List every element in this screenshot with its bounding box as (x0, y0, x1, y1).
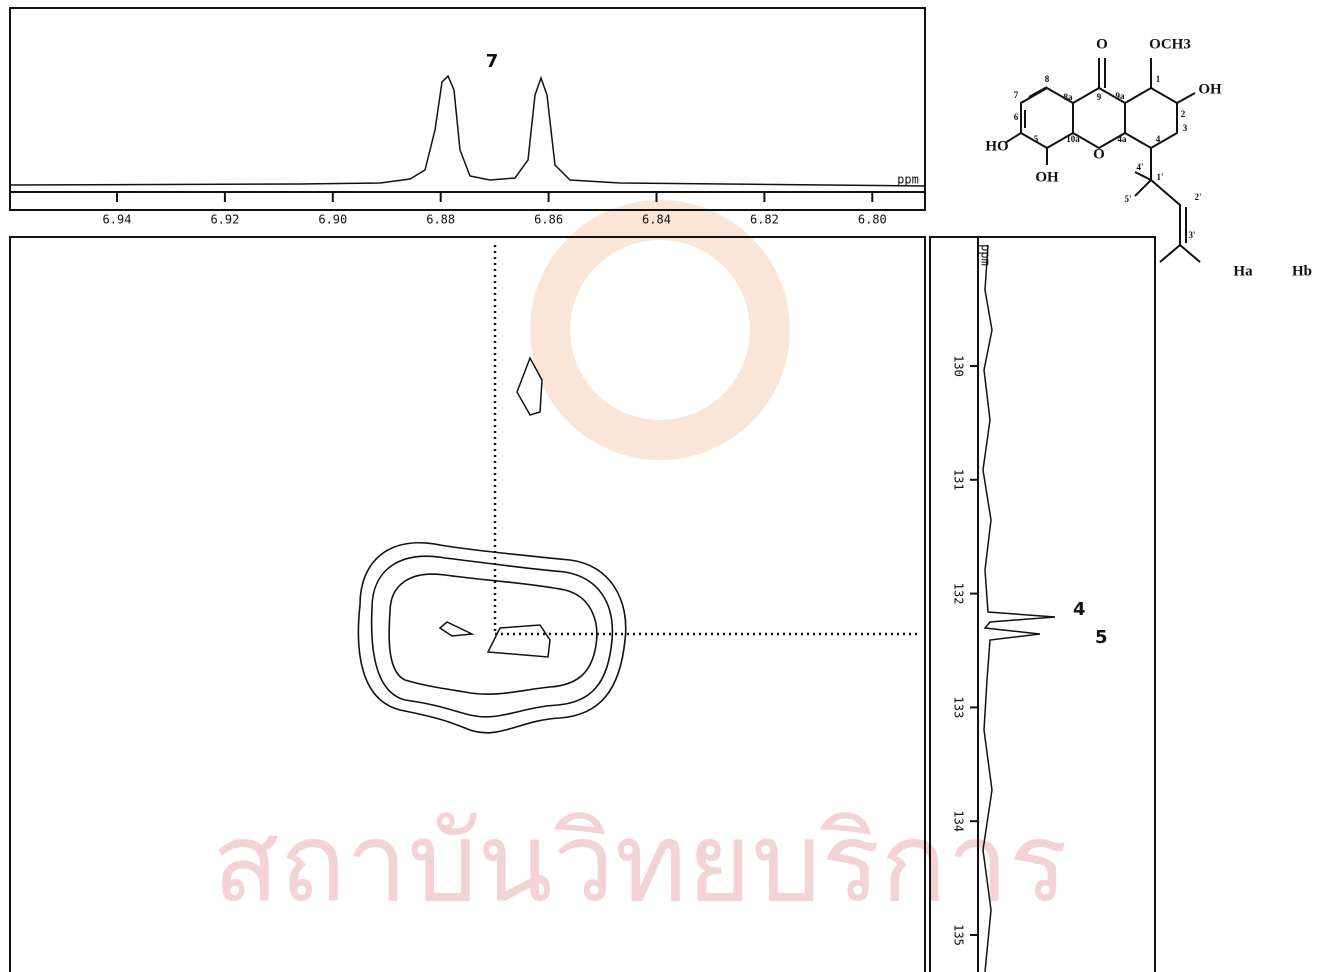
y-tick-label: 132 (952, 583, 966, 605)
atom-number: 4' (1136, 162, 1143, 172)
atom-label: Hb (1292, 263, 1312, 279)
atom-label: O (1096, 36, 1108, 52)
atom-label: O (1093, 146, 1105, 162)
y-tick-label: 131 (952, 469, 966, 491)
atom-label: OCH3 (1149, 36, 1191, 52)
atom-number: 2 (1181, 109, 1186, 119)
atom-number: 3' (1188, 230, 1195, 240)
atom-number: 1 (1156, 74, 1161, 84)
axis-unit: ppm (897, 173, 919, 187)
atom-label: OH (1198, 81, 1222, 97)
atom-number: 6 (1014, 112, 1019, 122)
atom-number: 5 (1034, 134, 1039, 144)
atom-number: 8 (1045, 74, 1050, 84)
x-tick-label: 6.90 (318, 213, 347, 227)
axis-unit: ppm (979, 244, 993, 266)
x-tick-label: 6.82 (750, 213, 779, 227)
atom-label: Ha (1233, 263, 1253, 279)
peak-label: 5 (1095, 627, 1108, 648)
x-tick-label: 6.84 (642, 213, 671, 227)
watermark: สถาบันวิทยบริการ (212, 798, 1068, 926)
contour (370, 555, 614, 718)
contour (357, 542, 627, 734)
atom-number: 9a (1116, 91, 1126, 101)
x-tick-label: 6.92 (210, 213, 239, 227)
atom-number: 1' (1156, 172, 1163, 182)
y-tick-label: 133 (952, 697, 966, 719)
atom-number: 5' (1124, 194, 1131, 204)
atom-label: HO (985, 138, 1008, 154)
atom-number: 4 (1156, 134, 1161, 144)
atom-number: 4a (1118, 134, 1128, 144)
atom-number: 2' (1194, 192, 1201, 202)
peak-label: 7 (486, 51, 499, 72)
x-tick-label: 6.94 (103, 213, 132, 227)
atom-number: 7 (1014, 90, 1019, 100)
contour (388, 573, 598, 695)
peak-label: 4 (1073, 599, 1086, 620)
proton-trace (9, 74, 926, 187)
atom-number: 9 (1097, 92, 1102, 102)
hsqc-panel (9, 236, 926, 972)
atom-number: 8a (1064, 92, 1074, 102)
contour (516, 356, 543, 416)
y-tick-label: 135 (952, 924, 966, 946)
x-tick-label: 6.80 (858, 213, 887, 227)
watermark-emblem (530, 200, 790, 460)
x-tick-label: 6.86 (534, 213, 563, 227)
atom-label: OH (1035, 169, 1059, 185)
top-panel (9, 7, 926, 211)
atom-number: 3 (1183, 123, 1188, 133)
right-panel (929, 236, 1156, 972)
structure (1004, 58, 1201, 263)
carbon-trace (982, 244, 1056, 972)
atom-number: 10a (1066, 134, 1080, 144)
contour (438, 621, 475, 637)
x-tick-label: 6.88 (426, 213, 455, 227)
y-tick-label: 130 (952, 355, 966, 377)
contour (486, 624, 551, 658)
y-tick-label: 134 (952, 810, 966, 832)
